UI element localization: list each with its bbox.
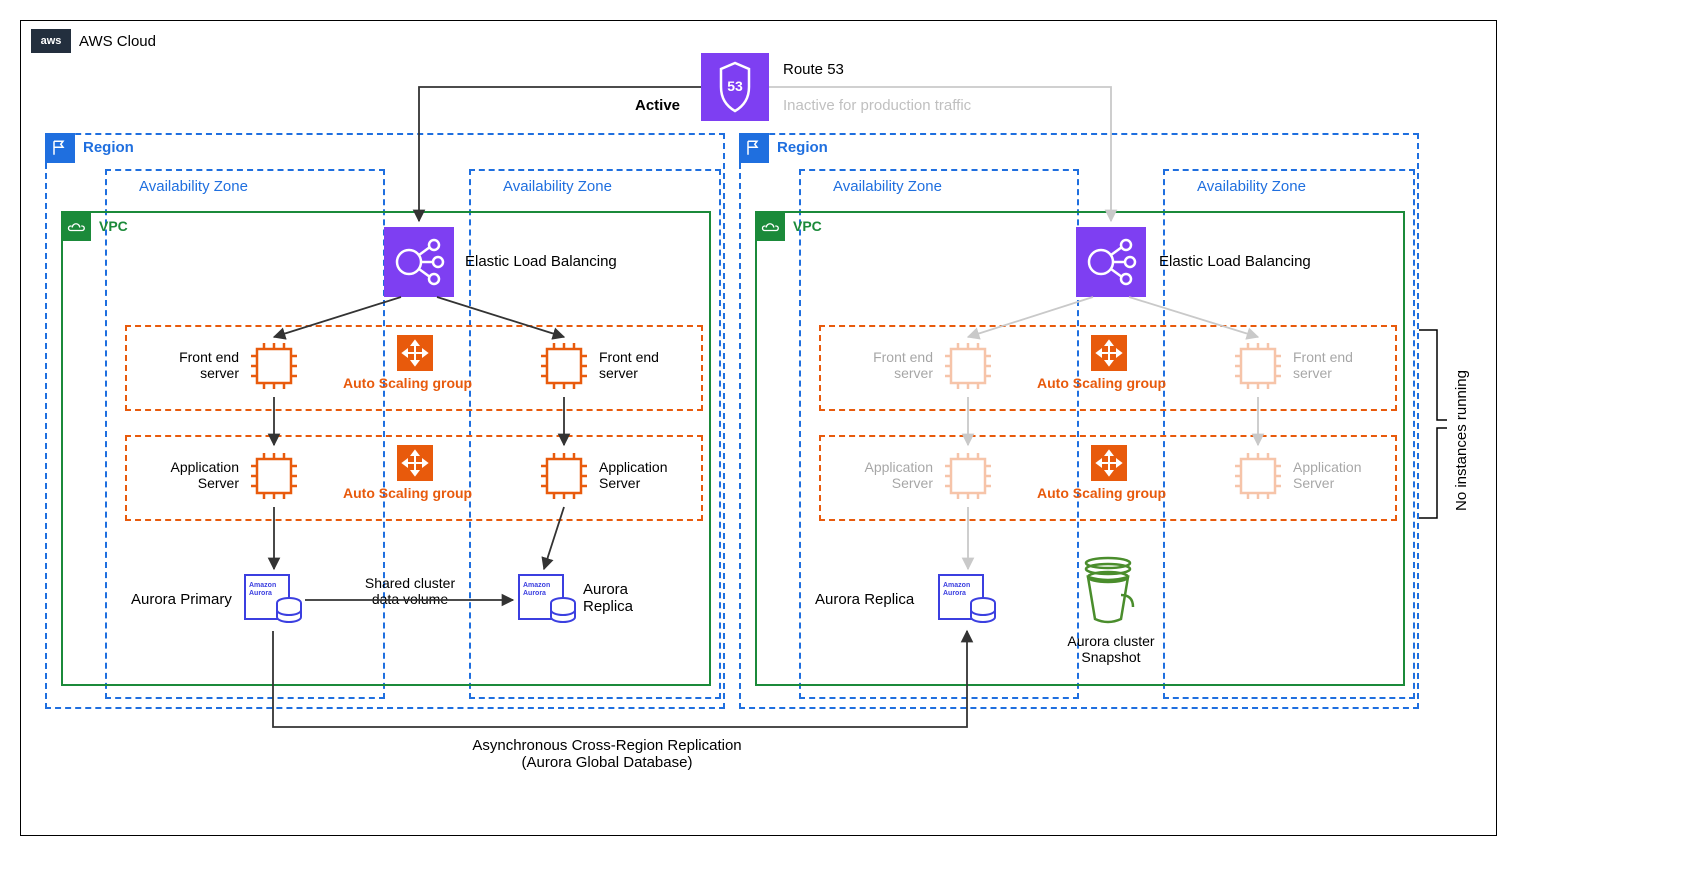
aws-cloud-label: AWS Cloud <box>79 33 156 50</box>
asg-label-2a: Auto Scaling group <box>1037 375 1166 391</box>
asg-icon-1a <box>397 335 433 371</box>
svg-text:Amazon: Amazon <box>943 582 970 589</box>
svg-text:Amazon: Amazon <box>523 582 550 589</box>
vpc-1-label: VPC <box>99 218 128 234</box>
vpc-2-badge <box>755 211 785 241</box>
async-label: Asynchronous Cross-Region Replication (A… <box>447 737 767 771</box>
svg-text:Amazon: Amazon <box>249 582 276 589</box>
az-d-label: Availability Zone <box>1197 178 1306 195</box>
az-c-label: Availability Zone <box>833 178 942 195</box>
cpu-1c-icon <box>247 449 301 503</box>
aurora-primary-label: Aurora Primary <box>131 591 232 608</box>
elb-2-icon <box>1076 227 1146 297</box>
region-1-badge <box>45 133 75 163</box>
aws-logo: aws <box>31 29 71 53</box>
svg-text:53: 53 <box>727 78 743 94</box>
appserver-2d-label: Application Server <box>1293 459 1362 491</box>
aurora-1a-icon: Amazon Aurora <box>243 573 303 627</box>
asg-icon-2a <box>1091 335 1127 371</box>
cpu-2c-icon <box>941 449 995 503</box>
cpu-2d-icon <box>1231 449 1285 503</box>
az-a-label: Availability Zone <box>139 178 248 195</box>
az-b-label: Availability Zone <box>503 178 612 195</box>
region-1-label: Region <box>83 139 134 156</box>
active-label: Active <box>635 97 680 114</box>
cpu-2a-icon <box>941 339 995 393</box>
frontend-1b-label: Front end server <box>599 349 659 381</box>
frontend-2a-label: Front end server <box>845 349 933 381</box>
route53-icon: 53 <box>701 53 769 121</box>
bracket-icon <box>1419 325 1449 523</box>
svg-text:Aurora: Aurora <box>943 590 966 597</box>
appserver-1c-label: Application Server <box>139 459 239 491</box>
asg-label-2b: Auto Scaling group <box>1037 485 1166 501</box>
frontend-2b-label: Front end server <box>1293 349 1353 381</box>
elb-2-label: Elastic Load Balancing <box>1159 253 1311 270</box>
bucket-icon <box>1073 551 1143 627</box>
asg-label-1b: Auto Scaling group <box>343 485 472 501</box>
aurora-1b-icon: Amazon Aurora <box>517 573 577 627</box>
snapshot-label: Aurora cluster Snapshot <box>1051 633 1171 665</box>
cpu-1a-icon <box>247 339 301 393</box>
cpu-2b-icon <box>1231 339 1285 393</box>
aurora-2a-icon: Amazon Aurora <box>937 573 997 627</box>
inactive-label: Inactive for production traffic <box>783 97 971 114</box>
asg-icon-1b <box>397 445 433 481</box>
vpc-1-badge <box>61 211 91 241</box>
shared-volume-label: Shared cluster data volume <box>345 575 475 607</box>
cpu-1b-icon <box>537 339 591 393</box>
route53-label: Route 53 <box>783 61 844 78</box>
aurora-replica-2a-label: Aurora Replica <box>815 591 914 608</box>
frontend-1a-label: Front end server <box>151 349 239 381</box>
cpu-1d-icon <box>537 449 591 503</box>
no-instances-label: No instances running <box>1453 331 1470 511</box>
elb-1-label: Elastic Load Balancing <box>465 253 617 270</box>
svg-text:Aurora: Aurora <box>523 590 546 597</box>
vpc-2-label: VPC <box>793 218 822 234</box>
svg-text:Aurora: Aurora <box>249 590 272 597</box>
appserver-1d-label: Application Server <box>599 459 668 491</box>
region-2-badge <box>739 133 769 163</box>
diagram-canvas: aws AWS Cloud 53 Route 53 Active Inactiv… <box>20 20 1497 836</box>
asg-icon-2b <box>1091 445 1127 481</box>
elb-1-icon <box>384 227 454 297</box>
asg-label-1a: Auto Scaling group <box>343 375 472 391</box>
region-2-label: Region <box>777 139 828 156</box>
aurora-replica-1b-label: Aurora Replica <box>583 581 633 615</box>
appserver-2c-label: Application Server <box>833 459 933 491</box>
